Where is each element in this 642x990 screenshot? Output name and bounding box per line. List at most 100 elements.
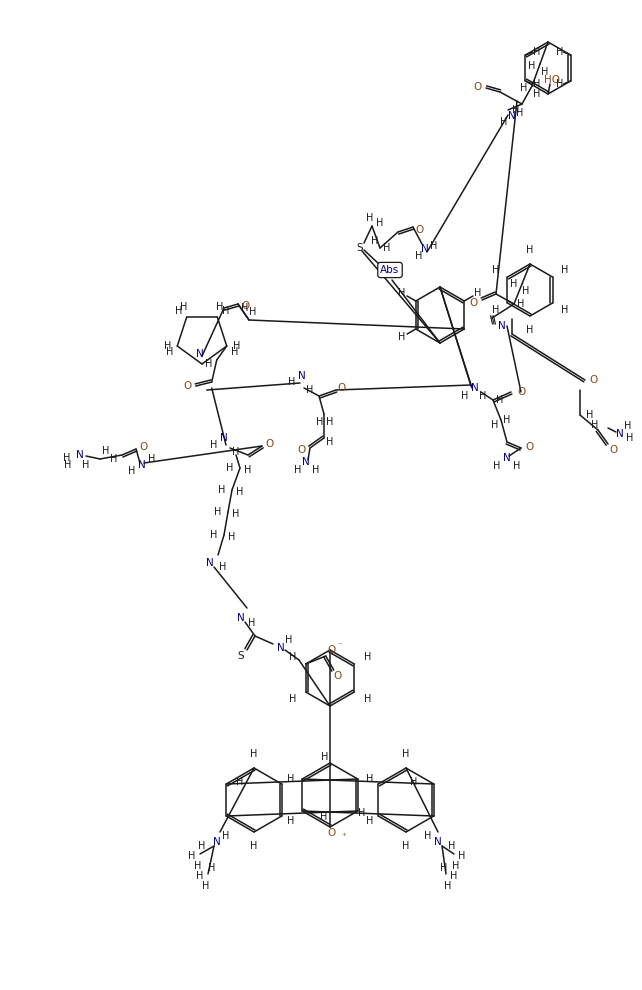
- Text: H: H: [367, 213, 374, 223]
- Text: N: N: [471, 383, 479, 393]
- Text: Abs: Abs: [380, 265, 399, 275]
- Text: H: H: [398, 288, 406, 298]
- Text: H: H: [533, 79, 540, 89]
- Text: H: H: [403, 841, 410, 851]
- Text: H: H: [232, 509, 239, 519]
- Text: S: S: [357, 243, 363, 253]
- Text: H: H: [288, 377, 296, 387]
- Text: O: O: [266, 439, 274, 449]
- Text: H: H: [216, 302, 223, 313]
- Text: H: H: [493, 461, 501, 471]
- Text: H: H: [222, 831, 230, 841]
- Text: O: O: [517, 387, 525, 397]
- Text: H: H: [491, 420, 499, 430]
- Text: O: O: [327, 645, 336, 655]
- Text: H: H: [410, 777, 418, 787]
- Text: H: H: [528, 61, 535, 71]
- Text: O: O: [470, 298, 478, 308]
- Text: O: O: [525, 442, 533, 452]
- Text: N: N: [213, 837, 221, 847]
- Text: H: H: [241, 303, 248, 313]
- Text: N: N: [237, 613, 245, 623]
- Text: N: N: [421, 244, 429, 254]
- Text: N: N: [434, 837, 442, 847]
- Text: H: H: [227, 463, 234, 473]
- Text: O: O: [334, 671, 342, 681]
- Text: H: H: [287, 816, 294, 826]
- Text: H: H: [211, 440, 218, 450]
- Text: H: H: [294, 465, 302, 475]
- Text: H: H: [232, 447, 239, 457]
- Text: H: H: [556, 47, 563, 57]
- Text: H: H: [317, 417, 324, 427]
- Text: H: H: [289, 695, 297, 705]
- Text: H: H: [496, 395, 504, 405]
- Text: H: H: [326, 437, 334, 447]
- Text: H: H: [424, 831, 431, 841]
- Text: H: H: [556, 79, 563, 89]
- Text: N: N: [616, 429, 624, 439]
- Text: H: H: [366, 774, 373, 784]
- Text: N: N: [206, 558, 214, 568]
- Text: O: O: [416, 225, 424, 235]
- Text: H: H: [249, 307, 257, 317]
- Text: ⁺: ⁺: [342, 833, 347, 841]
- Text: H: H: [450, 871, 458, 881]
- Text: H: H: [166, 347, 173, 357]
- Text: H: H: [541, 67, 549, 77]
- Text: H: H: [403, 749, 410, 759]
- Text: H: H: [128, 466, 135, 476]
- Text: H: H: [383, 243, 391, 253]
- Text: N: N: [302, 457, 310, 467]
- Text: N: N: [298, 371, 306, 381]
- Text: H: H: [63, 453, 70, 463]
- Text: H: H: [500, 117, 508, 127]
- Text: H: H: [222, 306, 229, 317]
- Text: N: N: [498, 321, 506, 331]
- Text: H: H: [180, 302, 187, 313]
- Text: H: H: [202, 881, 210, 891]
- Text: O: O: [139, 442, 147, 452]
- Text: H: H: [492, 305, 499, 315]
- Text: H: H: [624, 421, 632, 431]
- Text: N: N: [196, 349, 204, 359]
- Text: H: H: [512, 105, 519, 115]
- Text: H: H: [503, 415, 510, 425]
- Text: H: H: [363, 695, 371, 705]
- Text: H: H: [82, 460, 90, 470]
- Text: H: H: [326, 417, 334, 427]
- Text: O: O: [298, 445, 306, 455]
- Text: H: H: [376, 218, 384, 228]
- Text: H: H: [289, 651, 297, 661]
- Text: H: H: [236, 487, 244, 497]
- Text: H: H: [358, 808, 366, 818]
- Text: H: H: [591, 420, 599, 430]
- Text: H: H: [250, 749, 257, 759]
- Text: H: H: [510, 279, 517, 289]
- Text: H: H: [233, 341, 240, 350]
- Text: H: H: [533, 47, 540, 57]
- Text: H: H: [214, 507, 221, 517]
- Text: H: H: [164, 341, 171, 350]
- Text: O: O: [338, 383, 346, 393]
- Text: H: H: [371, 236, 379, 246]
- Text: H: H: [285, 635, 293, 645]
- Text: H: H: [306, 385, 314, 395]
- Text: H: H: [363, 651, 371, 661]
- Text: O: O: [242, 301, 250, 311]
- Text: H: H: [526, 245, 534, 255]
- Text: H: H: [196, 871, 204, 881]
- Text: H: H: [627, 433, 634, 443]
- Text: H: H: [440, 863, 447, 873]
- Text: H: H: [534, 89, 541, 99]
- Text: H: H: [64, 460, 72, 470]
- Text: H: H: [320, 812, 327, 822]
- Text: H: H: [250, 841, 257, 851]
- Text: N: N: [503, 453, 511, 463]
- Text: H: H: [415, 251, 422, 261]
- Text: H: H: [462, 391, 469, 401]
- Text: O: O: [589, 375, 597, 385]
- Text: H: H: [523, 286, 530, 296]
- Text: H: H: [218, 485, 226, 495]
- Text: H: H: [205, 359, 213, 369]
